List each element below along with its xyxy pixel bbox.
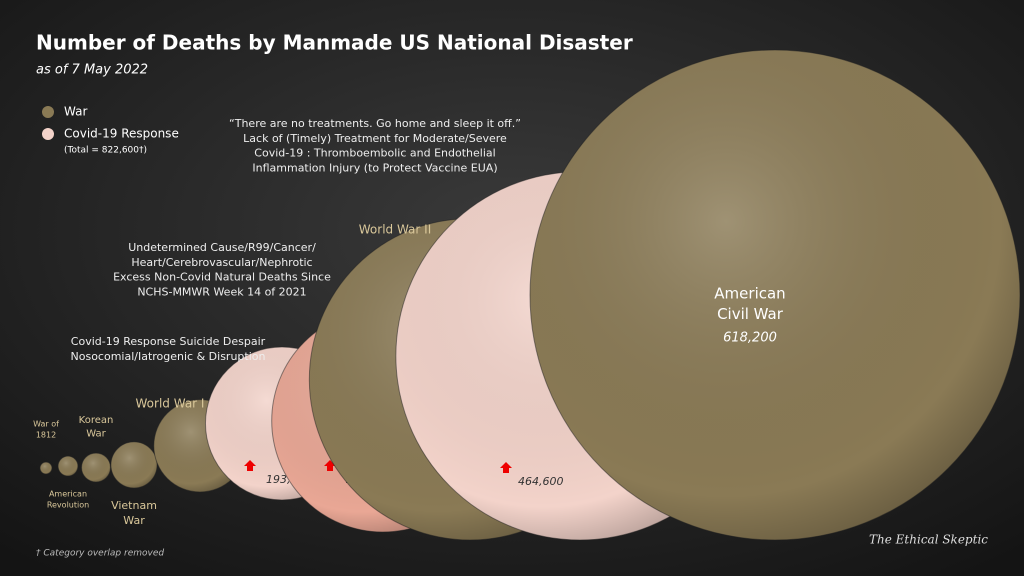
bubble-label: War (123, 514, 145, 527)
bubble-label: Vietnam (111, 499, 157, 512)
legend-label: Covid-19 Response (64, 127, 179, 141)
value-label: 618,200 (723, 331, 777, 346)
arrow-icon (500, 462, 512, 473)
value-label: 464,600 (518, 475, 564, 488)
credit: The Ethical Skeptic (869, 533, 988, 547)
bubble-label: Inflammation Injury (to Protect Vaccine … (252, 162, 497, 175)
legend-swatch (42, 106, 54, 118)
chart-subtitle: as of 7 May 2022 (36, 63, 148, 78)
footnote: † Category overlap removed (36, 549, 164, 559)
bubble-label: World War II (359, 223, 431, 237)
legend-swatch (42, 128, 54, 140)
bubble-label: 1812 (36, 430, 56, 439)
bubble (57, 455, 79, 477)
bubble-label: Covid-19 Response Suicide Despair (71, 335, 266, 348)
bubble-label: NCHS-MMWR Week 14 of 2021 (137, 286, 306, 299)
bubble-label: Korean (79, 415, 114, 426)
legend: War Covid-19 Response (Total = 822,600†) (42, 105, 179, 156)
bubble-label: Excess Non-Covid Natural Deaths Since (113, 271, 331, 284)
bubble-label: Lack of (Timely) Treatment for Moderate/… (243, 132, 507, 145)
bubble-label: Covid-19 : Thromboembolic and Endothelia… (254, 147, 495, 160)
bubble-label: Revolution (47, 500, 89, 509)
bubble (110, 441, 158, 489)
bubble-label: Civil War (717, 305, 784, 323)
bubble-label: World War I (136, 397, 205, 411)
arrow-icon (244, 460, 256, 471)
bubble-label: Undetermined Cause/R99/Cancer/ (128, 241, 316, 254)
legend-note: (Total = 822,600†) (64, 146, 147, 156)
bubble-label: War of (33, 420, 59, 429)
legend-label: War (64, 105, 87, 119)
bubble-label: Heart/Cerebrovascular/Nephrotic (131, 256, 312, 269)
bubble (81, 452, 111, 483)
bubble-label: American (49, 490, 87, 499)
chart-title: Number of Deaths by Manmade US National … (36, 31, 633, 55)
bubble-label: “There are no treatments. Go home and sl… (229, 117, 521, 130)
bubble (39, 461, 53, 475)
bubble-label: Nosocomial/Iatrogenic & Disruption (71, 350, 266, 363)
bubble-label: War (86, 429, 106, 440)
bubble-label: American (714, 285, 785, 303)
